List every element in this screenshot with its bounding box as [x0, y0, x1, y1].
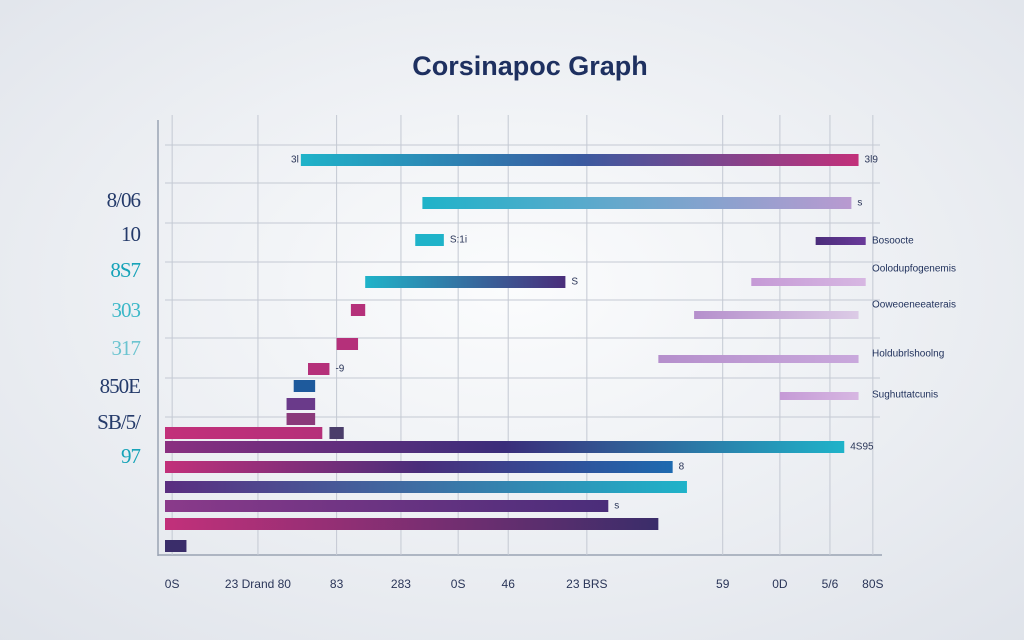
y-label: SB/5/	[97, 410, 141, 434]
y-label: 97	[121, 444, 141, 468]
bar	[350, 304, 366, 316]
bar-end-label: S	[571, 277, 578, 288]
bar	[165, 441, 845, 453]
bar-start-label: 3l	[291, 155, 299, 166]
bar-end-label: 8	[679, 462, 685, 473]
annotation-label: Sughuttatcunis	[872, 390, 938, 401]
bar	[165, 540, 187, 552]
bar	[165, 481, 687, 493]
annotation-bar	[751, 278, 866, 286]
x-tick-label: 59	[716, 577, 730, 591]
annotation-label: Oolodupfogenemis	[872, 264, 956, 275]
annotation-label: Holdubrlshoolng	[872, 349, 944, 360]
annotation-bar	[694, 311, 859, 319]
bar	[415, 234, 444, 246]
annotation-label: Bosoocte	[872, 236, 914, 247]
bar	[165, 427, 323, 439]
bar-end-label: 4S95	[850, 442, 874, 453]
bar	[286, 413, 316, 425]
bar	[165, 461, 673, 473]
x-tick-label: 0D	[772, 577, 788, 591]
annotation-label: Ooweoeneeaterais	[872, 300, 956, 311]
x-tick-label: 46	[502, 577, 516, 591]
bar	[422, 197, 852, 209]
bar	[336, 338, 359, 350]
x-tick-label: 83	[330, 577, 344, 591]
y-label: 8/06	[107, 188, 141, 212]
annotation-bar	[815, 237, 866, 245]
row-grid	[165, 144, 880, 418]
bar	[365, 276, 566, 288]
x-tick-label: 0S	[165, 577, 180, 591]
x-tick-label: 0S	[451, 577, 466, 591]
bar	[308, 363, 330, 375]
x-tick-label: 5/6	[822, 577, 839, 591]
bar	[293, 380, 316, 392]
bar-end-label: S:1i	[450, 235, 467, 246]
bar-end-label: s	[614, 501, 619, 512]
x-tick-label: 23 Drand 80	[225, 577, 291, 591]
bar	[165, 518, 659, 530]
y-label: 303	[112, 298, 141, 322]
bar-end-label: 3l9	[865, 155, 879, 166]
y-label: 10	[121, 222, 141, 246]
x-tick-label: 23 BRS	[566, 577, 607, 591]
bar	[165, 500, 609, 512]
y-label: 317	[112, 336, 141, 360]
bar	[286, 398, 316, 410]
annotation-bar	[658, 355, 859, 363]
bar	[300, 154, 859, 166]
y-label: 8S7	[110, 258, 140, 282]
bar-end-label: s	[857, 198, 862, 209]
y-label: 850E	[100, 374, 141, 398]
bar	[329, 427, 344, 439]
chart-title: Corsinapoc Graph	[412, 51, 648, 81]
x-tick-label: 80S	[862, 577, 883, 591]
annotation-bar	[779, 392, 859, 400]
x-tick-label: 283	[391, 577, 411, 591]
bar-end-label: -9	[335, 364, 344, 375]
